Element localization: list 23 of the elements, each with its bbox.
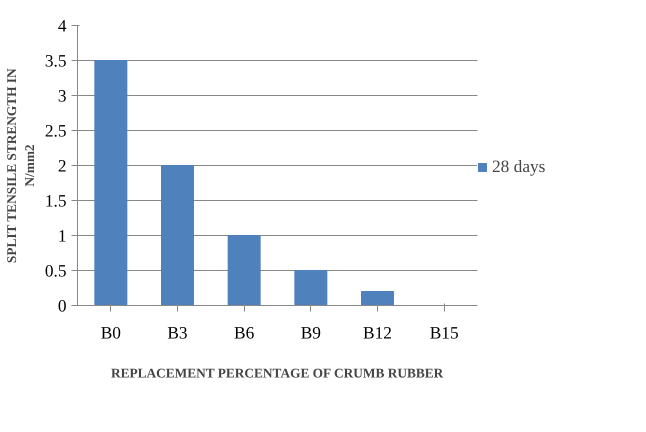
bar [361,291,394,306]
y-tick-label: 2.5 [44,122,67,140]
y-tick-label: 3 [58,86,67,106]
bar [228,235,261,306]
y-tick-label: 4 [58,16,67,36]
x-tick-label: B6 [234,324,255,342]
y-tick-label: 0 [58,296,67,316]
y-tick-label: 3.5 [44,52,67,70]
x-tick-label: B0 [100,324,121,342]
x-tick-label: B15 [430,324,459,342]
bar [161,165,194,306]
x-tick-label: B12 [363,324,392,342]
y-tick-label: 1 [58,226,67,246]
y-tick-label: 2 [58,156,67,176]
y-tick-label: 0.5 [44,262,67,280]
bar [94,60,128,306]
x-tick-label: B9 [300,324,321,342]
x-tick-label: B3 [167,324,188,342]
legend-label: 28 days [492,157,546,177]
y-axis-title: SPLIT TENSILE STRENGTH IN N/mm2 [4,68,37,264]
bar [294,270,328,306]
x-axis-title: REPLACEMENT PERCENTAGE OF CRUMB RUBBER [111,366,444,380]
y-tick-label: 1.5 [44,192,67,210]
